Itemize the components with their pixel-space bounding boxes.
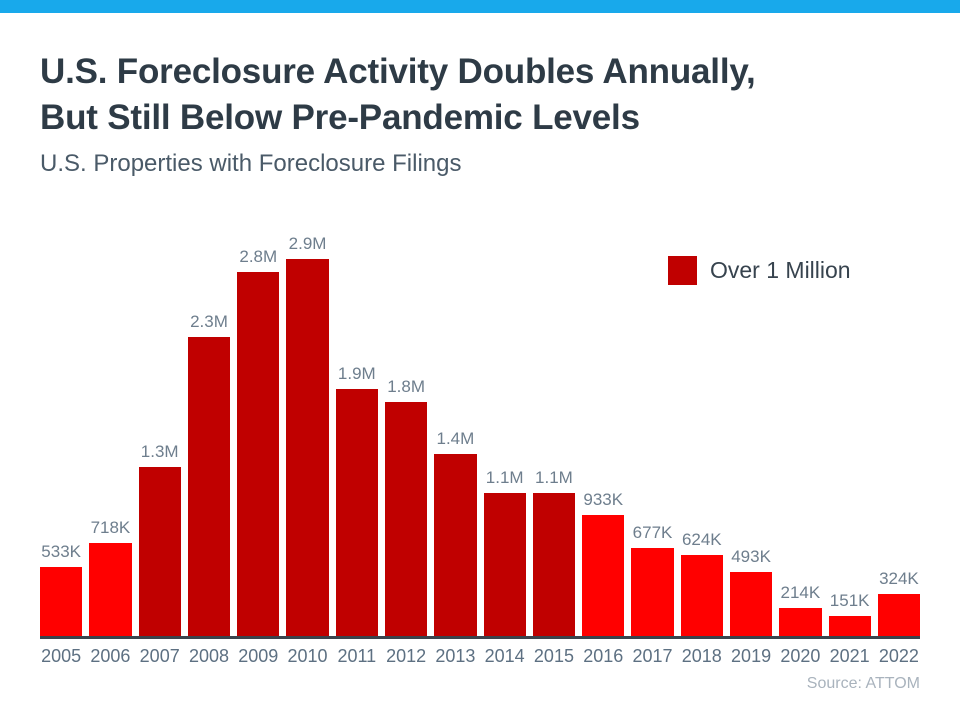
bar-2017 [631, 548, 674, 637]
x-tick-2015: 2015 [533, 646, 574, 667]
bar-value-label-2020: 214K [780, 583, 821, 603]
foreclosure-bar-chart: Over 1 Million 533K 718K 1.3M 2.3M 2.8M 2.9M 1… [40, 189, 921, 693]
bar-cell-2009: 2.8M [237, 247, 280, 637]
bar-2011 [335, 389, 378, 637]
bar-value-label-2016: 933K [583, 490, 624, 510]
x-tick-2016: 2016 [583, 646, 624, 667]
bar-value-label-2013: 1.4M [436, 429, 475, 449]
bar-value-label-2014: 1.1M [485, 468, 524, 488]
bar-value-label-2011: 1.9M [337, 364, 376, 384]
bar-value-label-2005: 533K [41, 542, 81, 562]
bar-cell-2013: 1.4M [434, 429, 477, 637]
x-tick-2013: 2013 [435, 646, 476, 667]
bar-2010 [286, 259, 329, 637]
bar-cell-2012: 1.8M [384, 377, 428, 637]
x-tick-2017: 2017 [632, 646, 673, 667]
source-attribution: Source: ATTOM [806, 675, 920, 693]
bar-2007 [138, 467, 181, 637]
bar-cell-2011: 1.9M [335, 364, 378, 637]
bar-cell-2016: 933K [582, 490, 625, 637]
bar-2015 [532, 493, 576, 637]
legend-swatch-over-1-million [668, 256, 697, 286]
bar-2019 [729, 572, 773, 637]
x-tick-2022: 2022 [878, 646, 919, 667]
bar-cell-2020: 214K [779, 583, 822, 637]
bar-value-label-2017: 677K [632, 523, 673, 543]
bar-value-label-2019: 493K [731, 547, 771, 567]
bar-2014 [483, 493, 526, 637]
bar-2022 [877, 594, 921, 637]
bar-cell-2006: 718K [89, 518, 132, 637]
page-title-line-1: U.S. Foreclosure Activity Doubles Annual… [40, 52, 756, 91]
x-tick-2010: 2010 [287, 646, 328, 667]
bar-2016 [582, 515, 625, 637]
bar-2006 [89, 543, 132, 637]
bar-cell-2015: 1.1M [532, 468, 576, 637]
x-tick-2009: 2009 [238, 646, 279, 667]
x-tick-2005: 2005 [41, 646, 82, 667]
bar-value-label-2018: 624K [681, 530, 722, 550]
x-tick-2007: 2007 [139, 646, 180, 667]
bar-cell-2022: 324K [877, 569, 921, 637]
top-accent-bar [0, 0, 960, 13]
page-title-line-2: But Still Below Pre-Pandemic Levels [40, 98, 640, 138]
legend-label-over-1-million: Over 1 Million [710, 257, 851, 284]
bar-cell-2010: 2.9M [286, 234, 329, 637]
bar-cell-2017: 677K [631, 523, 674, 637]
x-tick-2014: 2014 [484, 646, 525, 667]
bar-cell-2007: 1.3M [138, 442, 181, 637]
bar-2020 [779, 608, 822, 637]
x-tick-2006: 2006 [90, 646, 131, 667]
bar-value-label-2009: 2.8M [239, 247, 278, 267]
bar-value-label-2008: 2.3M [190, 312, 228, 332]
chart-subtitle: U.S. Properties with Foreclosure Filings [40, 150, 462, 178]
bar-value-label-2006: 718K [90, 518, 131, 538]
chart-legend: Over 1 Million [668, 256, 851, 286]
x-tick-2008: 2008 [188, 646, 229, 667]
x-tick-2012: 2012 [386, 646, 427, 667]
bar-value-label-2022: 324K [879, 569, 919, 589]
bar-cell-2008: 2.3M [187, 312, 231, 637]
bar-2005 [40, 567, 83, 637]
bar-2018 [680, 555, 723, 637]
x-tick-2021: 2021 [829, 646, 870, 667]
bar-value-label-2007: 1.3M [140, 442, 179, 462]
x-tick-2018: 2018 [681, 646, 722, 667]
bar-cell-2018: 624K [680, 530, 723, 637]
bar-2009 [237, 272, 280, 637]
bar-cell-2021: 151K [828, 591, 871, 637]
bar-value-label-2010: 2.9M [288, 234, 327, 254]
bar-cell-2014: 1.1M [483, 468, 526, 637]
bar-value-label-2012: 1.8M [387, 377, 425, 397]
bar-cell-2005: 533K [40, 542, 83, 637]
bar-value-label-2015: 1.1M [535, 468, 573, 488]
x-tick-2019: 2019 [731, 646, 772, 667]
bar-cell-2019: 493K [729, 547, 773, 637]
x-tick-2011: 2011 [337, 646, 377, 667]
x-axis-labels: 2005 2006 2007 2008 2009 2010 2011 2012 2013 2014… [40, 639, 920, 667]
bar-2021 [828, 616, 871, 637]
plot-area: 533K 718K 1.3M 2.3M 2.8M 2.9M 1.9M 1.8M 1.4M 1.1M… [40, 189, 921, 640]
bar-2012 [384, 402, 428, 637]
page-title: U.S. Foreclosure Activity Doubles Annual… [40, 49, 920, 141]
bar-value-label-2021: 151K [829, 591, 870, 611]
x-tick-2020: 2020 [780, 646, 821, 667]
bar-2008 [187, 337, 231, 637]
bar-2013 [434, 454, 477, 637]
